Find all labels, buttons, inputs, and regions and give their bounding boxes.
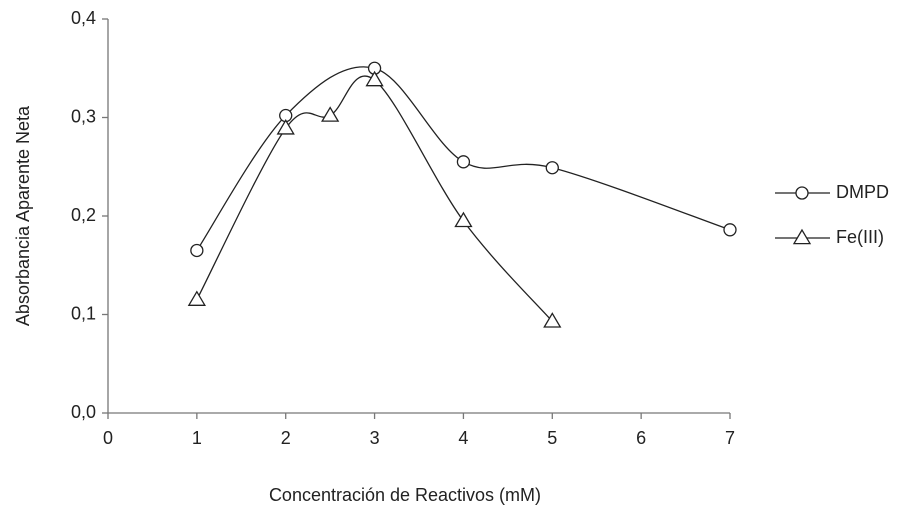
data-point bbox=[276, 119, 295, 135]
y-axis-label: Absorbancia Aparente Neta bbox=[13, 105, 33, 326]
x-tick-label: 7 bbox=[725, 428, 735, 448]
series-line bbox=[196, 75, 553, 322]
legend-marker bbox=[792, 228, 812, 245]
data-point bbox=[321, 106, 340, 122]
x-tick-label: 1 bbox=[192, 428, 202, 448]
x-tick-label: 5 bbox=[547, 428, 557, 448]
y-tick-label: 0,2 bbox=[71, 205, 96, 225]
x-tick-label: 6 bbox=[636, 428, 646, 448]
y-tick-label: 0,0 bbox=[71, 402, 96, 422]
data-point bbox=[190, 243, 204, 258]
x-tick-label: 2 bbox=[281, 428, 291, 448]
y-tick-label: 0,4 bbox=[71, 8, 96, 28]
data-point bbox=[723, 223, 737, 237]
data-point bbox=[545, 161, 559, 175]
x-tick-label: 4 bbox=[458, 428, 468, 448]
data-point bbox=[456, 155, 471, 169]
legend-marker bbox=[795, 186, 809, 200]
y-tick-label: 0,3 bbox=[71, 106, 96, 126]
x-tick-label: 0 bbox=[103, 428, 113, 448]
data-point bbox=[454, 211, 473, 228]
series-line bbox=[196, 66, 731, 251]
data-point bbox=[187, 290, 206, 306]
data-point bbox=[543, 312, 562, 328]
data-point bbox=[365, 70, 384, 87]
x-tick-label: 3 bbox=[370, 428, 380, 448]
x-axis-label: Concentración de Reactivos (mM) bbox=[269, 485, 541, 505]
y-tick-label: 0,1 bbox=[71, 303, 96, 323]
legend-label: DMPD bbox=[836, 182, 889, 202]
legend-label: Fe(III) bbox=[836, 227, 884, 247]
